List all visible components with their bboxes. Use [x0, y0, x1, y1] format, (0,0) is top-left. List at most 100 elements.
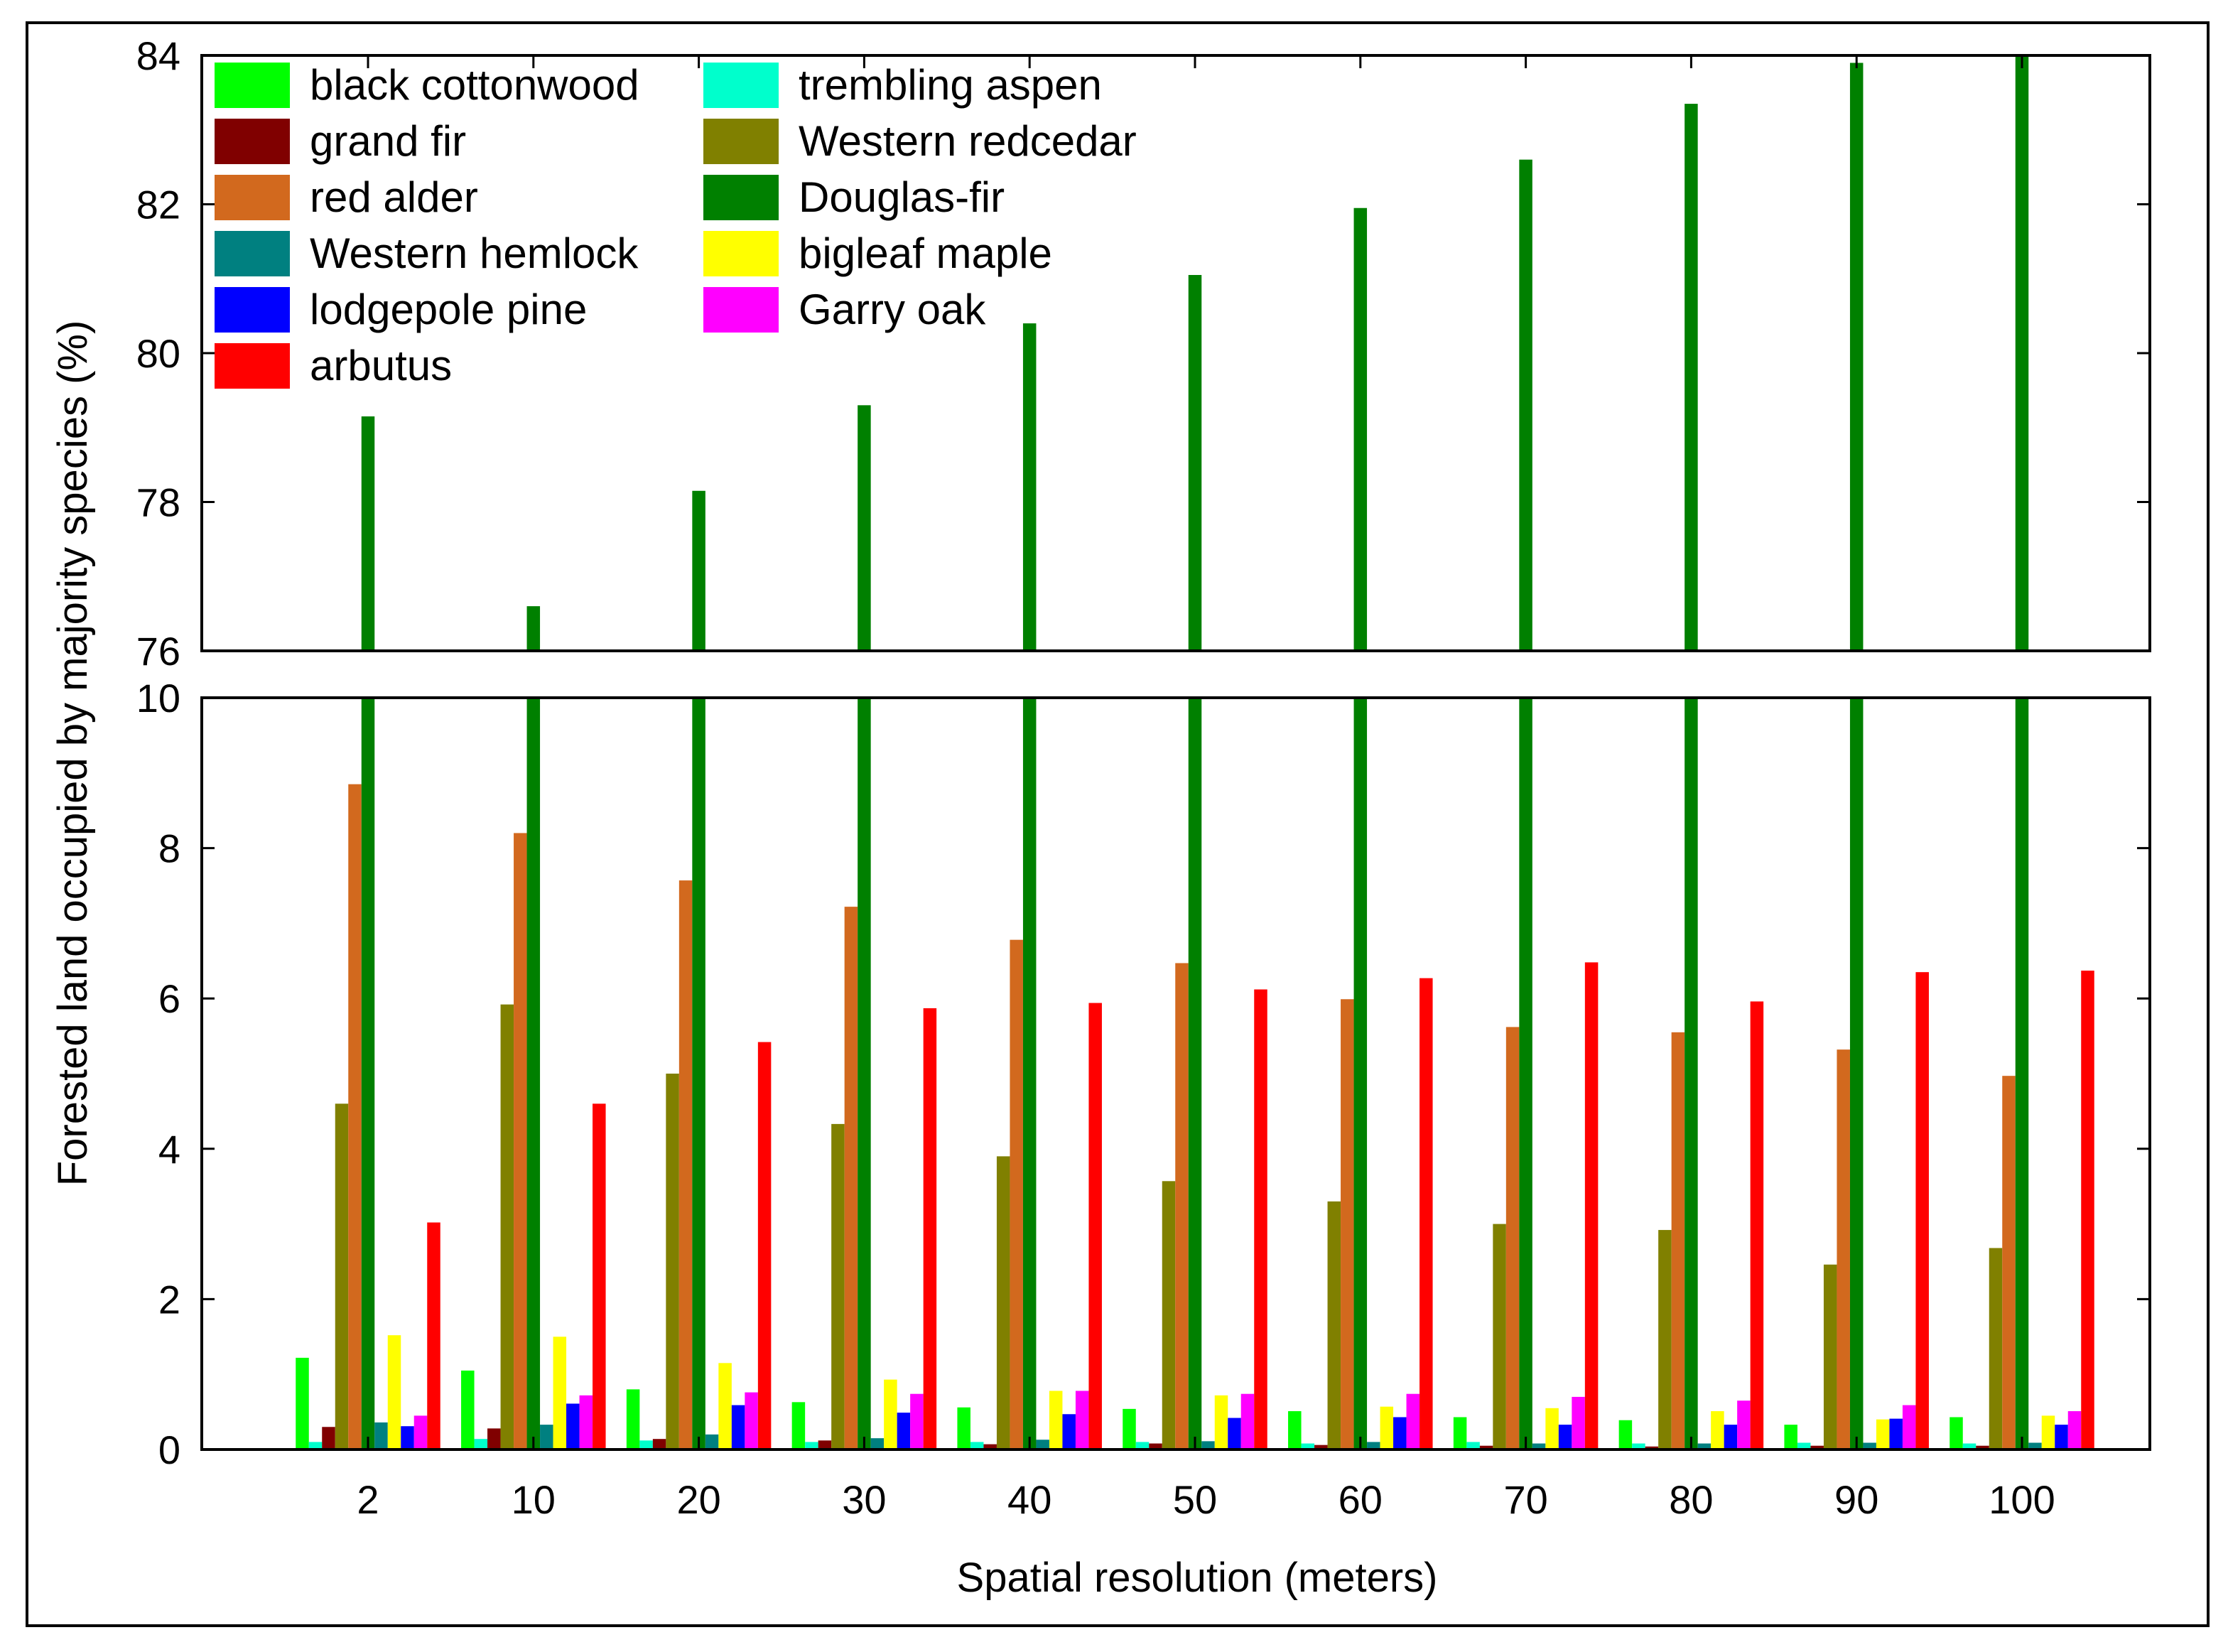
bar-black-cottonwood-70	[1453, 1417, 1467, 1449]
bar-red-alder-100	[2002, 1076, 2016, 1449]
upper-y-tick-label: 76	[136, 629, 180, 674]
legend-swatch-douglas-fir	[703, 175, 779, 220]
bar-black-cottonwood-80	[1618, 1420, 1633, 1449]
bar-red-alder-20	[678, 880, 693, 1449]
x-tick-label: 60	[1339, 1477, 1383, 1522]
x-tick-label: 10	[512, 1477, 556, 1522]
bar-black-cottonwood-40	[957, 1407, 970, 1449]
bar-western-redcedar-60	[1327, 1201, 1341, 1449]
x-tick-label: 90	[1834, 1477, 1878, 1522]
bar-bigleaf-maple-2	[387, 1335, 401, 1449]
x-axis-title: Spatial resolution (meters)	[957, 1555, 1438, 1601]
legend-swatch-grand-fir	[215, 119, 290, 164]
bar-grand-fir-60	[1314, 1445, 1328, 1449]
upper-panel-bars	[361, 55, 2029, 652]
bar-western-redcedar-40	[996, 1156, 1010, 1449]
bar-garry-oak-60	[1406, 1393, 1420, 1449]
bar-upper-douglas-fir-50	[1188, 275, 1202, 651]
bar-western-hemlock-100	[2028, 1442, 2042, 1449]
bar-western-redcedar-90	[1823, 1264, 1837, 1449]
bar-douglas-fir-50	[1188, 698, 1202, 1449]
bar-douglas-fir-40	[1022, 698, 1037, 1449]
bar-upper-douglas-fir-2	[361, 416, 375, 651]
bar-garry-oak-2	[413, 1415, 428, 1449]
legend-label-arbutus: arbutus	[310, 342, 452, 389]
bar-trembling-aspen-100	[1962, 1443, 1976, 1449]
upper-y-tick-label: 78	[136, 480, 180, 525]
bar-douglas-fir-10	[526, 698, 541, 1449]
lower-y-tick-label: 10	[136, 676, 180, 720]
bar-garry-oak-70	[1572, 1396, 1585, 1449]
legend: black cottonwood grand fir red alder Wester…	[215, 61, 1137, 389]
bar-arbutus-80	[1750, 1001, 1764, 1449]
bar-arbutus-40	[1088, 1003, 1102, 1449]
bar-arbutus-60	[1419, 978, 1433, 1449]
bar-grand-fir-100	[1976, 1445, 1989, 1449]
legend-label-douglas-fir: Douglas-fir	[799, 173, 1005, 221]
bar-lodgepole-pine-80	[1724, 1425, 1738, 1449]
legend-label-grand-fir: grand fir	[310, 117, 466, 165]
bar-grand-fir-30	[818, 1440, 832, 1449]
legend-swatch-red-alder	[215, 175, 290, 220]
legend-label-western-redcedar: Western redcedar	[799, 117, 1137, 165]
bar-garry-oak-30	[910, 1393, 924, 1449]
bar-black-cottonwood-90	[1784, 1425, 1797, 1449]
bar-western-redcedar-20	[666, 1074, 679, 1449]
bar-bigleaf-maple-40	[1049, 1391, 1063, 1449]
lower-y-tick-label: 6	[158, 976, 180, 1021]
x-tick-label: 80	[1669, 1477, 1713, 1522]
legend-swatch-western-redcedar	[703, 119, 779, 164]
lower-y-tick-label: 8	[158, 826, 180, 871]
bar-red-alder-80	[1671, 1032, 1685, 1449]
bar-black-cottonwood-2	[296, 1357, 309, 1449]
legend-label-black-cottonwood: black cottonwood	[310, 61, 639, 109]
bar-trembling-aspen-40	[970, 1442, 984, 1449]
bar-black-cottonwood-50	[1123, 1408, 1136, 1449]
bar-douglas-fir-70	[1519, 698, 1532, 1449]
bar-black-cottonwood-10	[461, 1370, 475, 1449]
legend-swatch-western-hemlock	[215, 231, 290, 276]
bar-lodgepole-pine-40	[1062, 1414, 1076, 1449]
bar-bigleaf-maple-60	[1380, 1406, 1394, 1449]
bar-red-alder-50	[1175, 963, 1189, 1449]
bar-grand-fir-40	[983, 1444, 997, 1449]
bar-red-alder-2	[348, 784, 362, 1449]
bar-red-alder-60	[1341, 999, 1354, 1449]
x-tick-label: 20	[676, 1477, 720, 1522]
bar-upper-douglas-fir-90	[1849, 63, 1864, 652]
bar-western-hemlock-70	[1532, 1443, 1546, 1449]
bar-upper-douglas-fir-60	[1353, 207, 1368, 651]
bar-bigleaf-maple-10	[553, 1337, 567, 1449]
bar-trembling-aspen-30	[805, 1442, 818, 1449]
bar-lodgepole-pine-100	[2055, 1425, 2068, 1449]
bar-black-cottonwood-100	[1950, 1417, 1963, 1449]
bar-lodgepole-pine-30	[897, 1413, 911, 1449]
bar-garry-oak-80	[1737, 1400, 1751, 1449]
legend-label-bigleaf-maple: bigleaf maple	[799, 230, 1052, 277]
bar-trembling-aspen-2	[308, 1442, 323, 1449]
x-tick-label: 100	[1989, 1477, 2055, 1522]
bar-trembling-aspen-10	[474, 1439, 488, 1449]
legend-swatch-black-cottonwood	[215, 63, 290, 108]
bar-western-redcedar-2	[335, 1103, 349, 1449]
bar-western-hemlock-60	[1367, 1442, 1380, 1449]
bar-red-alder-30	[844, 907, 858, 1449]
bar-upper-douglas-fir-40	[1022, 323, 1037, 651]
bar-arbutus-90	[1915, 972, 1929, 1449]
legend-label-western-hemlock: Western hemlock	[310, 230, 639, 277]
lower-y-tick-label: 4	[158, 1127, 180, 1172]
x-tick-label: 50	[1173, 1477, 1217, 1522]
bar-garry-oak-10	[579, 1395, 593, 1449]
bar-bigleaf-maple-30	[884, 1379, 897, 1449]
bar-upper-douglas-fir-30	[858, 405, 871, 651]
bar-upper-douglas-fir-20	[692, 490, 705, 651]
bar-black-cottonwood-60	[1288, 1411, 1302, 1449]
bar-western-hemlock-10	[540, 1425, 553, 1449]
x-tick-label: 70	[1503, 1477, 1547, 1522]
bar-western-hemlock-80	[1697, 1443, 1711, 1449]
axis-ticks: 76 78 80 82 84 0 2 4 6 8 10 2 10 20 30 40 50 60 70 80 90 100	[136, 33, 2150, 1522]
bar-grand-fir-70	[1479, 1445, 1493, 1449]
x-tick-label: 2	[357, 1477, 379, 1522]
upper-y-tick-label: 80	[136, 331, 180, 376]
